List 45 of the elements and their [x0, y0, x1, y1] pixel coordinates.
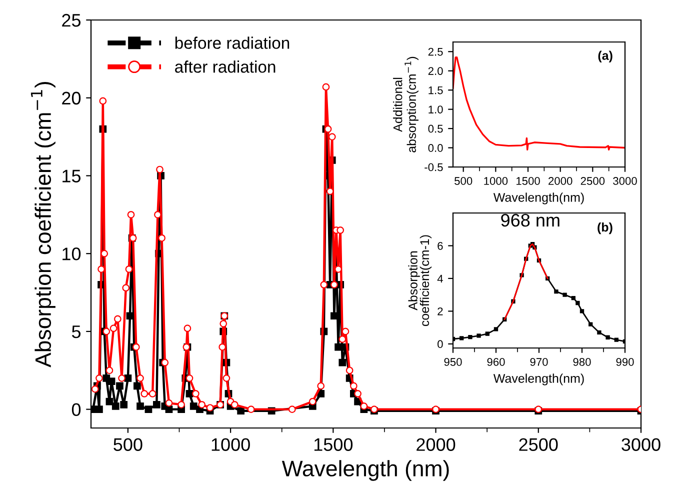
x-tick-label: 2000 [548, 177, 572, 185]
x-tick-label: 1500 [314, 438, 353, 451]
x-tick-label: 980 [573, 358, 591, 366]
y-tick-label: 10 [62, 248, 81, 260]
y-tick-label: -0.5 [424, 163, 443, 172]
y-tick-label: 1.0 [428, 106, 443, 114]
x-axis-title: Wavelength (nm) [282, 460, 449, 481]
y-tick-label: 0.0 [428, 144, 443, 152]
legend-label: before radiation [175, 36, 290, 49]
annotation: 968 nm [501, 214, 560, 227]
y-tick-label: 2 [438, 307, 443, 316]
x-tick-label: 2500 [580, 177, 605, 185]
annotation: (b) [598, 222, 612, 234]
x-tick-label: 3000 [622, 438, 660, 451]
x-tick-label: 2500 [519, 438, 558, 451]
annotation: (a) [598, 50, 612, 62]
x-axis-title: Wavelength(nm) [493, 192, 584, 204]
y-tick-label: 5 [72, 326, 81, 338]
y-axis-title: Absorption coefficient(cm-1) [408, 235, 432, 326]
y-tick-label: 1.5 [428, 86, 443, 94]
x-tick-label: 1000 [212, 438, 250, 451]
x-axis-title: Wavelength(nm) [493, 374, 584, 386]
y-axis-title: Absorption coefficient (cm$^{−1}$) [30, 82, 56, 368]
y-tick-label: 25 [62, 14, 81, 27]
y-axis-title: Additional absorption(cm$^{−1}$) [393, 56, 418, 152]
y-tick-label: 4 [437, 274, 443, 282]
x-tick-label: 960 [487, 358, 505, 366]
y-tick-label: 2.5 [428, 48, 443, 56]
y-tick-label: 6 [438, 242, 443, 250]
x-tick-label: 3000 [613, 177, 637, 185]
x-tick-label: 2000 [416, 438, 456, 451]
x-tick-label: 1000 [484, 177, 508, 185]
y-tick-label: 2.0 [428, 67, 443, 75]
y-tick-label: 0 [438, 340, 443, 348]
x-tick-label: 970 [530, 358, 548, 366]
y-tick-label: 20 [62, 92, 81, 105]
x-tick-label: 500 [114, 438, 142, 451]
y-tick-label: 15 [62, 170, 81, 182]
x-tick-label: 1500 [516, 177, 540, 185]
x-tick-label: 990 [616, 358, 634, 366]
x-tick-label: 500 [454, 177, 472, 185]
y-tick-label: 0 [72, 403, 81, 416]
x-tick-label: 950 [444, 358, 462, 366]
legend-label: after radiation [175, 60, 276, 73]
y-tick-label: 0.5 [428, 124, 443, 133]
